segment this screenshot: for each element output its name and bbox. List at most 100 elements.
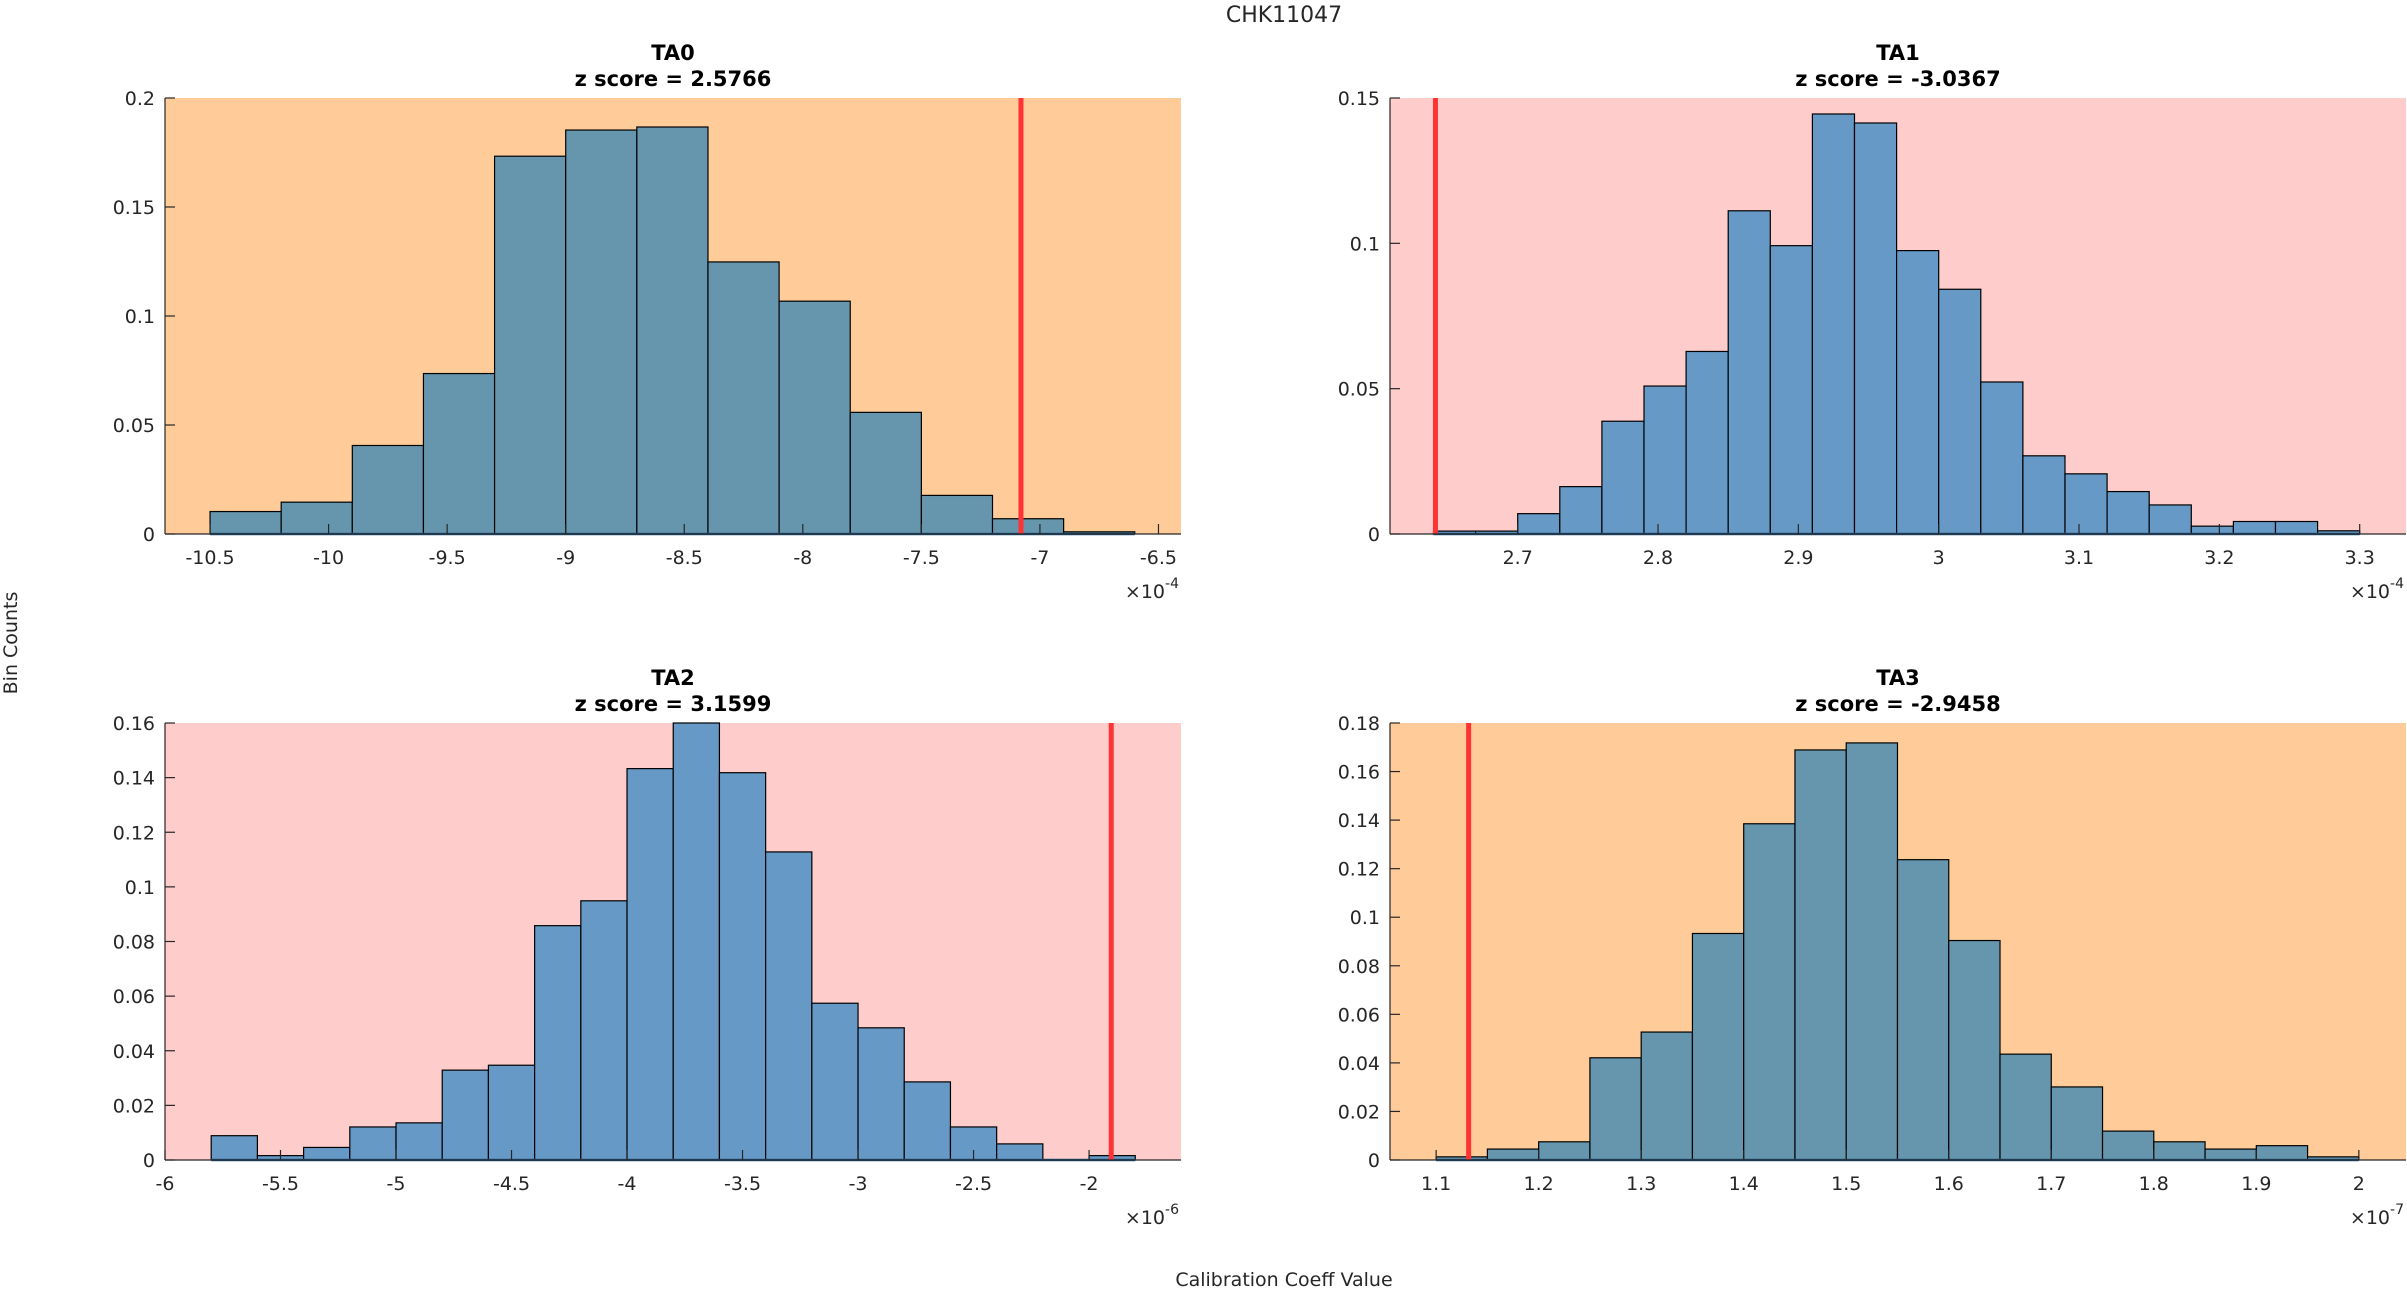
histogram-bar [1589,1057,1642,1161]
y-tick-label: 0.1 [125,877,155,899]
y-tick-label: 0.18 [1338,713,1380,735]
histogram-bar [209,510,282,535]
y-tick-label: 0.06 [113,986,155,1008]
y-tick-label: 0.15 [1338,88,1380,110]
histogram-bar [1980,381,2024,535]
subplot-zscore: z score = 3.1599 [575,692,772,716]
histogram-bar [707,261,780,535]
y-tick-label: 0.12 [113,822,155,844]
x-tick-label: 2.9 [1783,547,1813,569]
histogram-bar [920,494,994,535]
y-tick-label: 0.14 [113,768,155,790]
histogram-bar [1640,1031,1694,1161]
histogram-bar [1517,513,1561,535]
y-tick-label: 0.16 [113,713,155,735]
histogram-bar [351,444,425,535]
axis-exponent-label: ×10-7 [2350,1202,2404,1229]
y-tick-label: 0.04 [113,1041,155,1063]
subplot-zscore: z score = -3.0367 [1795,67,2000,91]
exponent-base: ×10 [1125,581,1165,603]
histogram-bar [565,129,638,535]
exponent-base: ×10 [1125,1207,1165,1229]
histogram-bar [1769,245,1813,535]
exponent-power: -6 [1165,1202,1179,1218]
x-tick-label: 1.5 [1831,1173,1861,1195]
x-tick-label: 1.7 [2036,1173,2066,1195]
x-tick-label: -2.5 [955,1173,992,1195]
x-tick-label: 1.3 [1626,1173,1656,1195]
exponent-power: -7 [2390,1202,2404,1218]
x-tick-label: 2.7 [1503,547,1533,569]
x-tick-label: 1.8 [2139,1173,2169,1195]
axis-exponent-label: ×10-6 [1125,1202,1179,1229]
y-tick-label: 0.14 [1338,810,1380,832]
y-tick-label: 0.1 [1350,907,1380,929]
histogram-bar [2106,490,2150,535]
exponent-base: ×10 [2350,581,2390,603]
exponent-power: -4 [2390,576,2404,592]
histogram-bar [1948,939,2001,1161]
x-tick-label: -7.5 [903,547,940,569]
x-axis-label: Calibration Coeff Value [1175,1269,1392,1290]
x-tick-label: -4.5 [493,1173,530,1195]
histogram-bar [1853,122,1898,535]
histogram-bar [2022,455,2066,535]
y-tick-label: 0.02 [113,1095,155,1117]
x-tick-label: 1.6 [1934,1173,1964,1195]
y-tick-label: 0.1 [1350,233,1380,255]
subplot-title: TA1 [1876,41,1920,65]
histogram-bar [422,372,496,535]
x-tick-label: 3 [1933,547,1945,569]
x-tick-label: -2 [1080,1173,1099,1195]
subplot-title: TA3 [1876,666,1920,690]
y-tick-label: 0.15 [113,197,155,219]
x-tick-label: 2.8 [1643,547,1673,569]
histogram-bar [636,126,709,535]
histogram-bar [1938,288,1982,535]
x-tick-label: -3.5 [724,1173,761,1195]
histogram-bar [1811,113,1856,535]
histogram-bar [718,772,767,1161]
x-tick-label: -5 [387,1173,406,1195]
x-tick-label: -3 [849,1173,868,1195]
histogram-bar [1727,210,1771,535]
x-tick-label: -9 [556,547,575,569]
histogram-bar [1845,742,1899,1161]
x-tick-label: 3.1 [2064,547,2094,569]
histogram-bar [2255,1145,2309,1161]
axis-exponent-label: ×10-4 [1125,576,1179,603]
x-tick-label: -10.5 [185,547,234,569]
subplot-zscore: z score = 2.5766 [575,67,772,91]
histogram-bar [849,411,922,535]
histogram-bar [2274,520,2319,535]
histogram-bar [1601,420,1645,535]
y-tick-label: 0.02 [1338,1101,1380,1123]
y-axis-label: Bin Counts [0,592,22,695]
x-tick-label: -6.5 [1140,547,1177,569]
subplot-title: TA0 [651,41,695,65]
histogram-bar [1486,1148,1540,1161]
x-tick-label: -8 [793,547,812,569]
histogram-bar [1743,823,1796,1161]
histogram-bar [1895,250,1940,535]
histogram-bar [1685,350,1729,535]
histogram-bar [441,1069,490,1161]
histogram-bar [1538,1141,1591,1161]
y-tick-label: 0 [1368,524,1380,546]
x-tick-label: 1.4 [1729,1173,1759,1195]
histogram-bar [349,1126,397,1161]
histogram-bar [778,300,851,535]
x-tick-label: -5.5 [262,1173,299,1195]
x-tick-label: -7 [1030,547,1049,569]
y-tick-label: 0 [143,524,155,546]
histogram-bar [765,851,813,1161]
histogram-bars [1435,742,2360,1161]
histogram-bar [1691,932,1745,1161]
x-tick-label: 2 [2353,1173,2365,1195]
histogram-bar [811,1002,859,1161]
histogram-bar [857,1027,905,1161]
x-tick-label: -9.5 [429,547,466,569]
